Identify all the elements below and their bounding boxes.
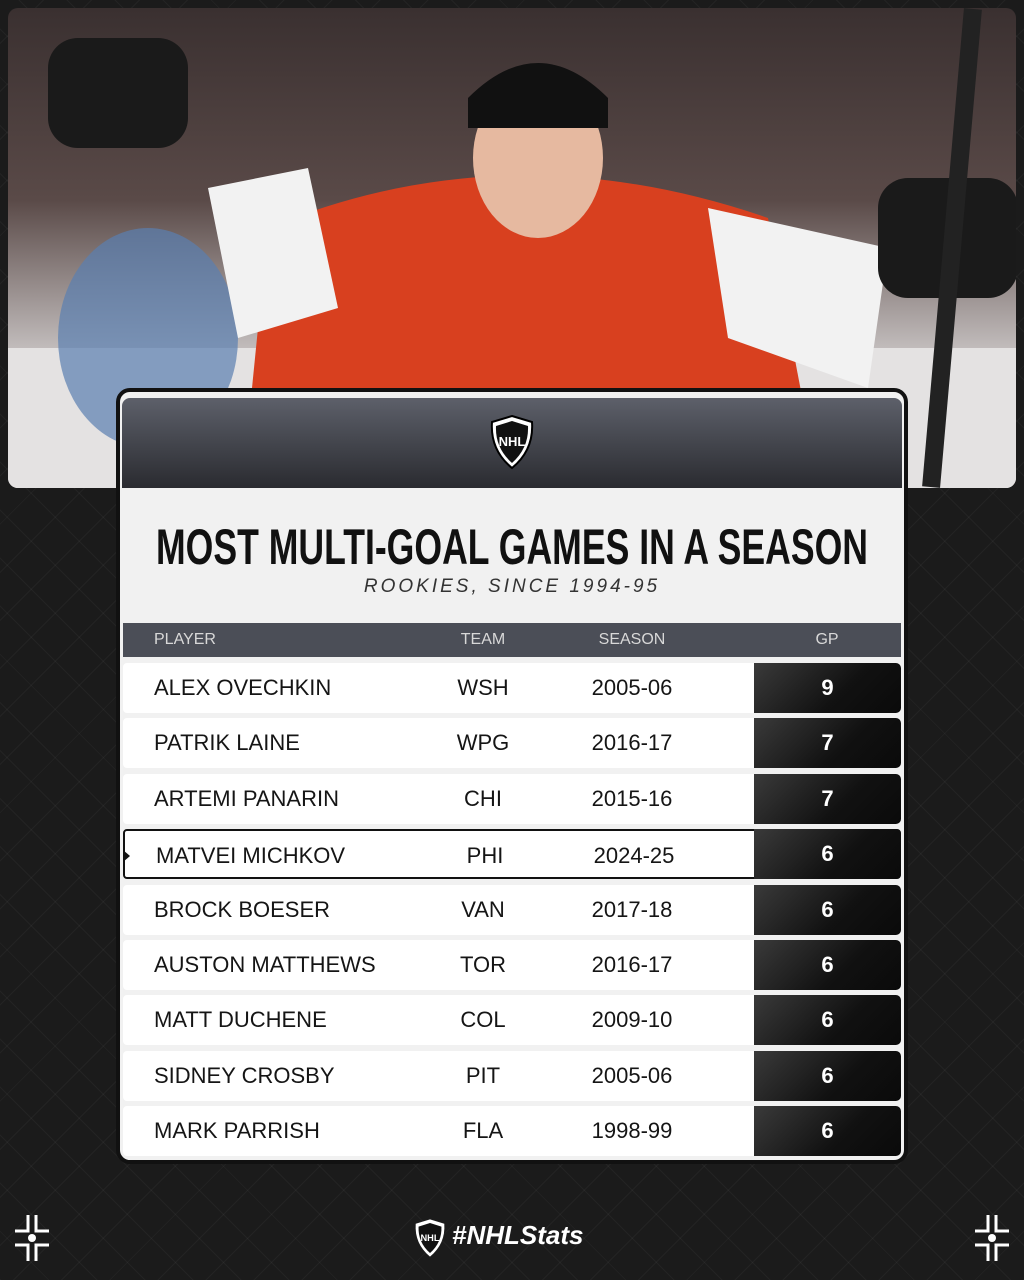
gp-cell: 6 <box>754 940 901 990</box>
gp-cell: 7 <box>754 773 901 824</box>
gp-cell: 7 <box>754 718 901 769</box>
table-row: SIDNEY CROSBY PIT 2005-06 6 <box>123 1050 901 1101</box>
season-cell: 2024-25 <box>593 843 675 869</box>
corner-ornament <box>15 1215 49 1261</box>
team-cell: WPG <box>456 730 510 756</box>
footer-logo-text: NHL <box>420 1233 439 1243</box>
title: MOST MULTI-GOAL GAMES IN A SEASON <box>156 519 868 575</box>
season-cell: 2009-10 <box>591 1007 673 1033</box>
player-cell: AUSTON MATTHEWS <box>154 952 376 977</box>
table-row: MATT DUCHENE COL 2009-10 6 <box>123 995 901 1046</box>
gp-cell: 6 <box>754 1106 901 1157</box>
team-cell: PHI <box>466 843 504 869</box>
footer: NHL #NHLStats <box>0 1216 1024 1257</box>
gp-cell: 9 <box>754 663 901 713</box>
player-cell: ALEX OVECHKIN <box>154 675 332 700</box>
player-cell: BROCK BOESER <box>154 896 331 922</box>
team-cell: VAN <box>461 896 505 922</box>
title-box: MOST MULTI-GOAL GAMES IN A SEASON <box>156 519 868 575</box>
season-cell: 2005-06 <box>591 675 673 700</box>
gp-cell: 6 <box>754 829 901 880</box>
gp-cell: 6 <box>754 1050 901 1101</box>
player-cell: PATRIK LAINE <box>154 730 300 756</box>
hashtag: #NHLStats <box>452 1220 584 1250</box>
table-row: MARK PARRISH FLA 1998-99 6 <box>123 1106 901 1157</box>
column-header: PLAYER <box>154 631 216 648</box>
team-cell: COL <box>460 1007 506 1033</box>
season-cell: 1998-99 <box>591 1118 673 1144</box>
player-cell: SIDNEY CROSBY <box>154 1062 335 1088</box>
team-cell: PIT <box>465 1062 501 1088</box>
table-row: MATVEI MICHKOV PHI 2024-25 6 <box>123 829 901 880</box>
player-cell: MATVEI MICHKOV <box>156 843 346 869</box>
table-row: PATRIK LAINE WPG 2016-17 7 <box>123 718 901 769</box>
column-header: TEAM <box>460 631 506 648</box>
player-cell: MATT DUCHENE <box>154 1007 327 1033</box>
season-cell: 2016-17 <box>591 952 673 977</box>
footer-logo: NHL <box>415 1219 445 1257</box>
subtitle: ROOKIES, SINCE 1994-95 <box>363 576 661 597</box>
team-cell: FLA <box>462 1118 504 1144</box>
table-row: ARTEMI PANARIN CHI 2015-16 7 <box>123 773 901 824</box>
corner-ornament <box>975 1215 1009 1261</box>
team-cell: WSH <box>457 675 509 700</box>
player-cell: MARK PARRISH <box>154 1118 320 1144</box>
row-marker <box>123 850 130 863</box>
season-cell: 2017-18 <box>591 896 673 922</box>
table-header: PLAYER TEAM SEASON GP <box>123 623 901 657</box>
table-row: BROCK BOESER VAN 2017-18 6 <box>123 884 901 935</box>
season-cell: 2015-16 <box>591 785 673 811</box>
nhl-logo: NHL <box>490 414 534 470</box>
card-header: NHL <box>122 398 902 488</box>
logo-text: NHL <box>499 434 526 449</box>
gp-cell: 6 <box>754 884 901 935</box>
column-header: GP <box>815 631 839 648</box>
season-cell: 2005-06 <box>591 1062 673 1088</box>
player-cell: ARTEMI PANARIN <box>154 785 339 811</box>
table-row: AUSTON MATTHEWS TOR 2016-17 6 <box>123 940 901 990</box>
column-header: SEASON <box>598 631 666 648</box>
season-cell: 2016-17 <box>591 730 673 756</box>
team-cell: TOR <box>459 952 507 977</box>
team-cell: CHI <box>464 785 502 811</box>
gp-cell: 6 <box>754 995 901 1046</box>
table-row: ALEX OVECHKIN WSH 2005-06 9 <box>123 663 901 713</box>
